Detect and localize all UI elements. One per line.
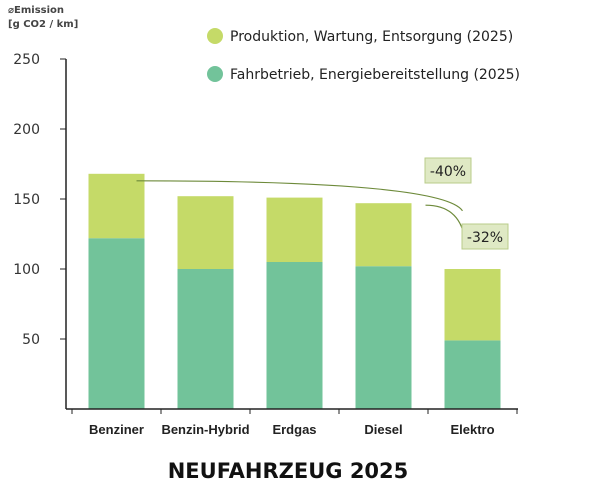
legend-marker	[207, 66, 223, 82]
legend-label: Produktion, Wartung, Entsorgung (2025)	[230, 29, 513, 45]
x-tick-label: Diesel	[364, 422, 402, 437]
legend-label: Fahrbetrieb, Energiebereitstellung (2025…	[230, 67, 520, 83]
annotation-box-2	[461, 223, 509, 250]
annotation-label-2: -32%	[467, 230, 503, 246]
y-ticks: 50 100 150 200 250	[13, 52, 66, 348]
y-tick-label: 100	[13, 262, 40, 278]
y-axis-label-line-2: [g CO2 / km]	[8, 19, 78, 30]
x-tick-label: Erdgas	[272, 422, 316, 437]
bar-operation-benzin-hybrid	[177, 269, 234, 409]
annotation-label-1: -40%	[430, 164, 466, 180]
bar-group	[88, 173, 501, 409]
x-tick-label: Benzin-Hybrid	[161, 422, 249, 437]
y-tick-label: 150	[13, 192, 40, 208]
bar-operation-diesel	[355, 266, 412, 409]
x-tick-label: Benziner	[89, 422, 144, 437]
x-tick-label: Elektro	[450, 422, 494, 437]
bar-production-diesel	[355, 203, 412, 267]
bar-operation-elektro	[444, 340, 501, 409]
y-tick-label: 200	[13, 122, 40, 138]
x-ticks: Benziner Benzin-Hybrid Erdgas Diesel Elektro	[89, 422, 495, 437]
bar-production-benziner	[88, 173, 145, 239]
legend: Produktion, Wartung, Entsorgung (2025) Fa…	[207, 28, 520, 83]
bar-production-elektro	[444, 269, 501, 341]
y-tick-label: 250	[13, 52, 40, 68]
annotation-arc-1	[136, 180, 463, 212]
axes	[65, 59, 518, 414]
annotation-box-1	[424, 157, 472, 184]
annotation-arc-2	[425, 204, 466, 238]
legend-marker	[207, 28, 223, 44]
bar-production-erdgas	[266, 197, 323, 262]
bar-production-benzin-hybrid	[177, 196, 234, 269]
y-axis-label-line-1: ⌀Emission	[8, 5, 64, 16]
bar-operation-benziner	[88, 238, 145, 409]
chart-title: NEUFAHRZEUG 2025	[168, 459, 409, 483]
annotations: -40% -32%	[136, 157, 509, 250]
bar-operation-erdgas	[266, 262, 323, 409]
y-tick-label: 50	[22, 332, 40, 348]
